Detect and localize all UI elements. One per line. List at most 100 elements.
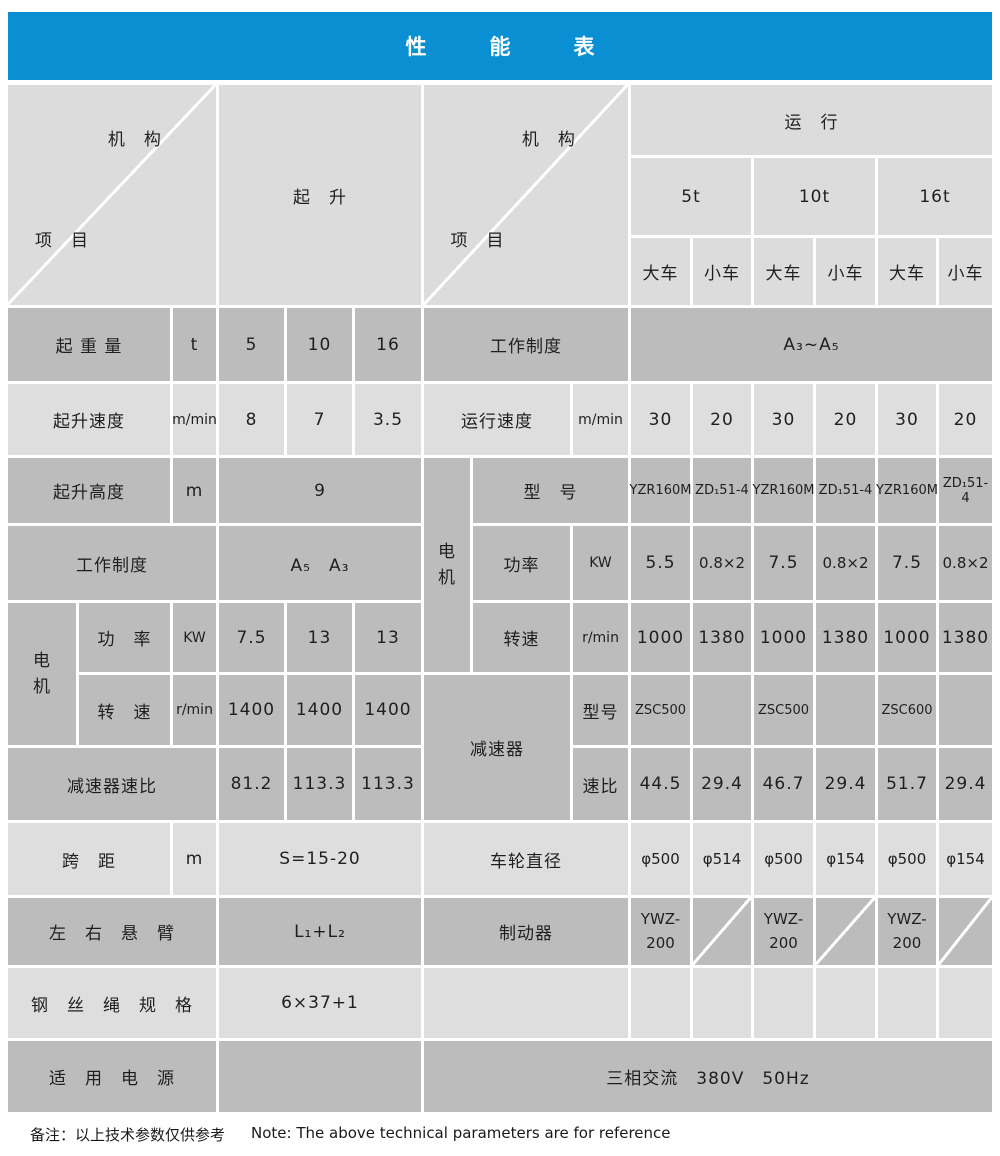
hoisting-speed-unit: m/min — [172, 384, 217, 455]
brake-10t-small-diagonal-slash — [816, 898, 875, 965]
footnote-english: Note: The above technical parameters are… — [251, 1124, 671, 1142]
motor-power-5t-big: 5.5 — [631, 526, 690, 600]
travel-speed-16t-small: 20 — [939, 384, 992, 455]
hoisting-speed-value-5t: 8 — [219, 384, 284, 455]
motor-power-right-unit: KW — [573, 526, 628, 600]
span-unit: m — [173, 823, 216, 895]
motor-power-left-10t: 13 — [287, 603, 352, 672]
reducer-group-label: 减速器 — [424, 675, 570, 820]
empty-cell — [693, 968, 751, 1038]
reducer-ratio-5t-small: 29.4 — [693, 748, 751, 820]
duty-class-right-label: 工作制度 — [424, 308, 628, 381]
motor-speed-5t-big: 1000 — [631, 603, 690, 672]
brake-label: 制动器 — [424, 898, 628, 965]
motor-group-right-label: 电 机 — [424, 458, 470, 672]
travel-speed-5t-small: 20 — [693, 384, 751, 455]
header-mechanism-label-left: 机 构 — [107, 129, 162, 150]
motor-model-16t-small: ZD₁51-4 — [939, 458, 992, 523]
motor-speed-16t-big: 1000 — [878, 603, 936, 672]
reducer-ratio-label: 速比 — [573, 748, 628, 820]
performance-table: 机 构 项 目 起 升 机 构 项 目 运 行 5t 10t 16t 大车 小车… — [8, 85, 992, 1112]
wheel-diameter-16t-big: φ500 — [878, 823, 936, 895]
duty-class-right-value: A₃~A₅ — [631, 308, 992, 381]
cantilever-value: L₁+L₂ — [219, 898, 421, 965]
motor-group-left-label: 电 机 — [8, 603, 76, 745]
reducer-ratio-left-label: 减速器速比 — [8, 748, 216, 820]
span-value: S=15-20 — [219, 823, 421, 895]
wheel-diameter-5t-small: φ514 — [693, 823, 751, 895]
motor-speed-left-5t: 1400 — [219, 675, 284, 745]
lifting-capacity-value-10t: 10 — [287, 308, 352, 381]
motor-power-left-16t: 13 — [355, 603, 421, 672]
motor-model-16t-big: YZR160M — [876, 458, 938, 523]
motor-power-left-5t: 7.5 — [219, 603, 284, 672]
reducer-model-10t-big: ZSC500 — [754, 675, 813, 745]
header-hoisting: 起 升 — [219, 85, 421, 305]
hoisting-speed-label: 起升速度 — [8, 384, 170, 455]
reducer-ratio-5t-big: 44.5 — [631, 748, 690, 820]
empty-cell — [939, 968, 992, 1038]
duty-class-left-label: 工作制度 — [8, 526, 216, 600]
lifting-height-unit: m — [173, 458, 216, 523]
motor-speed-left-16t: 1400 — [355, 675, 421, 745]
empty-cell — [816, 968, 875, 1038]
wheel-diameter-label: 车轮直径 — [424, 823, 628, 895]
title-bar: 性 能 表 — [8, 12, 992, 80]
motor-speed-left-unit: r/min — [173, 675, 216, 745]
lifting-capacity-label: 起 重 量 — [8, 308, 170, 381]
motor-speed-right-label: 转速 — [473, 603, 570, 672]
travel-speed-10t-big: 30 — [754, 384, 813, 455]
travel-speed-5t-big: 30 — [631, 384, 690, 455]
brake-5t-small-diagonal-slash — [693, 898, 751, 965]
travel-speed-10t-small: 20 — [816, 384, 875, 455]
reducer-ratio-16t-small: 29.4 — [939, 748, 992, 820]
lifting-height-value: 9 — [219, 458, 421, 523]
motor-power-10t-small: 0.8×2 — [816, 526, 875, 600]
header-diagonal-right: 机 构 项 目 — [424, 85, 628, 305]
lifting-capacity-value-16t: 16 — [355, 308, 421, 381]
reducer-ratio-left-16t: 113.3 — [355, 748, 421, 820]
reducer-model-16t-big: ZSC600 — [878, 675, 936, 745]
wheel-diameter-10t-small: φ154 — [816, 823, 875, 895]
header-travel: 运 行 — [631, 85, 992, 155]
wheel-diameter-5t-big: φ500 — [631, 823, 690, 895]
header-16t-big-car: 大车 — [878, 238, 936, 305]
empty-cell — [754, 968, 813, 1038]
brake-10t-big: YWZ- 200 — [754, 898, 813, 965]
reducer-ratio-16t-big: 51.7 — [878, 748, 936, 820]
reducer-ratio-left-5t: 81.2 — [219, 748, 284, 820]
lifting-capacity-value-5t: 5 — [219, 308, 284, 381]
motor-speed-5t-small: 1380 — [693, 603, 751, 672]
reducer-model-16t-small-empty — [939, 675, 992, 745]
reducer-model-label: 型号 — [573, 675, 628, 745]
motor-power-16t-big: 7.5 — [878, 526, 936, 600]
header-10t-small-car: 小车 — [816, 238, 875, 305]
motor-speed-left-10t: 1400 — [287, 675, 352, 745]
wheel-diameter-16t-small: φ154 — [939, 823, 992, 895]
header-item-label-right: 项 目 — [450, 230, 505, 251]
header-5t-small-car: 小车 — [693, 238, 751, 305]
motor-model-5t-big: YZR160M — [630, 458, 691, 523]
motor-power-10t-big: 7.5 — [754, 526, 813, 600]
power-supply-label: 适 用 电 源 — [8, 1041, 216, 1112]
motor-power-left-unit: KW — [173, 603, 216, 672]
reducer-ratio-10t-big: 46.7 — [754, 748, 813, 820]
header-10t-big-car: 大车 — [754, 238, 813, 305]
lifting-capacity-unit: t — [173, 308, 216, 381]
page-title: 性 能 表 — [405, 35, 595, 59]
motor-speed-left-label: 转 速 — [79, 675, 170, 745]
header-10t: 10t — [754, 158, 875, 235]
empty-cell — [631, 968, 690, 1038]
motor-model-5t-small: ZD₁51-4 — [693, 458, 751, 523]
header-item-label-left: 项 目 — [35, 230, 90, 251]
motor-model-10t-big: YZR160M — [753, 458, 814, 523]
wheel-diameter-10t-big: φ500 — [754, 823, 813, 895]
brake-5t-big: YWZ- 200 — [631, 898, 690, 965]
footnote: 备注：以上技术参数仅供参考 Note: The above technical … — [30, 1124, 671, 1145]
motor-speed-right-unit: r/min — [573, 603, 628, 672]
lifting-height-label: 起升高度 — [8, 458, 170, 523]
motor-power-right-label: 功率 — [473, 526, 570, 600]
header-5t-big-car: 大车 — [631, 238, 690, 305]
span-label: 跨 距 — [8, 823, 170, 895]
power-supply-left-empty — [219, 1041, 421, 1112]
